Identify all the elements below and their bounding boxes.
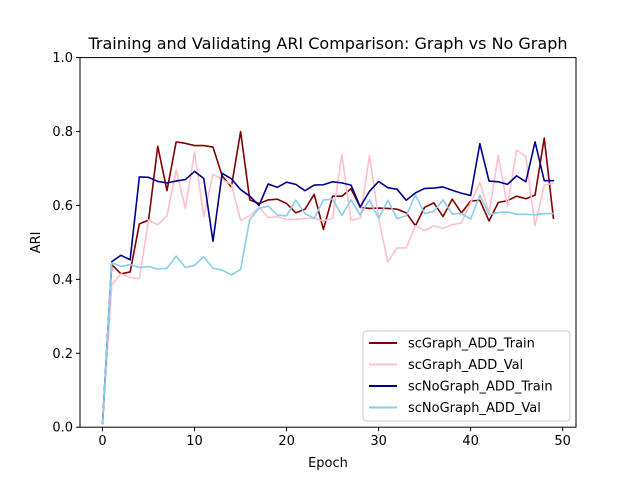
legend-label-2: scGraph_ADD_Val	[408, 358, 523, 373]
x-axis-ticks: 0 10 20 30 40 50	[98, 427, 571, 449]
y-tick-label: 0.4	[52, 273, 73, 288]
plot-lines	[101, 130, 555, 425]
legend-label-1: scGraph_ADD_Train	[408, 337, 535, 352]
series-line-2	[101, 149, 555, 425]
y-tick-label: 0.0	[52, 421, 73, 436]
x-tick-label: 0	[98, 434, 106, 449]
x-tick-label: 20	[278, 434, 295, 449]
y-tick-label: 0.6	[52, 199, 73, 214]
legend-box	[362, 330, 571, 422]
chart-title: Training and Validating ARI Comparison: …	[88, 34, 568, 53]
y-axis-ticks: 0.0 0.2 0.4 0.6 0.8 1.0	[52, 51, 80, 436]
legend: scGraph_ADD_Train scGraph_ADD_Val scNoGrap…	[362, 330, 571, 422]
x-tick-label: 50	[554, 434, 571, 449]
y-tick-label: 0.8	[52, 125, 73, 140]
x-tick-label: 40	[462, 434, 479, 449]
x-tick-label: 30	[370, 434, 387, 449]
series-line-3	[101, 141, 555, 425]
x-tick-label: 10	[186, 434, 203, 449]
y-axis-label: ARI	[29, 232, 44, 254]
legend-label-3: scNoGraph_ADD_Train	[408, 380, 553, 395]
y-tick-label: 0.2	[52, 347, 73, 362]
x-axis-label: Epoch	[308, 456, 348, 471]
y-tick-label: 1.0	[52, 51, 73, 66]
legend-label-4: scNoGraph_ADD_Val	[408, 401, 541, 416]
axes-frame	[79, 57, 577, 428]
series-line-4	[101, 194, 555, 425]
